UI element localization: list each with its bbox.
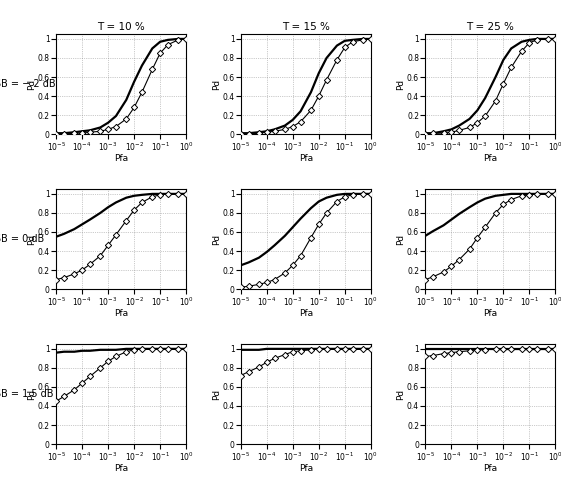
Y-axis label: Pd: Pd [27, 388, 36, 400]
X-axis label: Pfa: Pfa [114, 464, 128, 473]
Y-axis label: Pd: Pd [212, 234, 221, 244]
Y-axis label: Pd: Pd [397, 388, 406, 400]
Text: RSB = − 2 dB: RSB = − 2 dB [0, 79, 56, 89]
Text: RSB = 0 dB: RSB = 0 dB [0, 234, 45, 244]
X-axis label: Pfa: Pfa [484, 154, 498, 163]
Y-axis label: Pd: Pd [397, 234, 406, 244]
Y-axis label: Pd: Pd [27, 79, 36, 90]
Title: T = 15 %: T = 15 % [282, 22, 330, 32]
Title: T = 25 %: T = 25 % [466, 22, 514, 32]
Y-axis label: Pd: Pd [212, 79, 221, 90]
X-axis label: Pfa: Pfa [298, 154, 313, 163]
Title: T = 10 %: T = 10 % [97, 22, 145, 32]
X-axis label: Pfa: Pfa [114, 154, 128, 163]
X-axis label: Pfa: Pfa [484, 309, 498, 318]
Y-axis label: Pd: Pd [397, 79, 406, 90]
Text: RSB = 1.5 dB: RSB = 1.5 dB [0, 389, 54, 399]
X-axis label: Pfa: Pfa [298, 309, 313, 318]
Y-axis label: Pd: Pd [27, 234, 36, 244]
Y-axis label: Pd: Pd [212, 388, 221, 400]
X-axis label: Pfa: Pfa [114, 309, 128, 318]
X-axis label: Pfa: Pfa [484, 464, 498, 473]
X-axis label: Pfa: Pfa [298, 464, 313, 473]
